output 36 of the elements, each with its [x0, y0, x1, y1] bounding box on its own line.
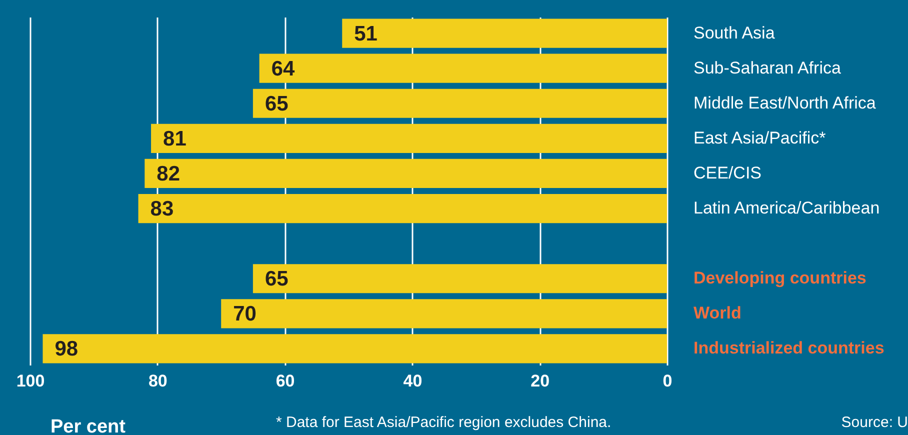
x-axis-title: Per cent: [50, 416, 126, 435]
y-tick-label: South Asia: [694, 23, 776, 42]
y-tick-label: Developing countries: [694, 268, 866, 288]
data-label: 51: [354, 22, 378, 46]
x-tick-label: 0: [662, 372, 672, 390]
bar: [138, 194, 667, 224]
y-tick-label: Middle East/North Africa: [694, 93, 876, 112]
data-label: 64: [271, 57, 295, 80]
bar: [259, 54, 667, 83]
bar: [221, 299, 667, 328]
text: * Data for East Asia/Pacific region excludes China.: [276, 414, 612, 431]
bar: [252, 264, 667, 294]
x-tick-label: 40: [403, 372, 422, 390]
bar: [342, 18, 667, 48]
bar: [144, 158, 667, 188]
x-tick-label: 20: [530, 372, 550, 390]
y-tick-label: Industrialized countries: [694, 338, 884, 358]
data-label: 65: [264, 92, 289, 116]
data-label: 65: [264, 268, 289, 291]
data-label: 70: [233, 302, 256, 326]
x-tick-label: 100: [16, 372, 45, 390]
y-tick-label: CEE/CIS: [694, 163, 762, 182]
y-tick-label: Latin America/Caribbean: [694, 198, 880, 218]
data-label: 83: [150, 198, 174, 221]
bar: [151, 124, 667, 153]
y-tick-label: Sub-Saharan Africa: [694, 58, 842, 78]
source-note: Source: U: [841, 414, 908, 431]
data-label: 98: [54, 338, 78, 361]
y-tick-label: East Asia/Pacific*: [694, 128, 826, 148]
x-tick-label: 60: [276, 372, 295, 390]
data-label: 81: [163, 127, 187, 150]
bar: [42, 334, 667, 364]
bar: [252, 88, 667, 118]
data-label: 82: [156, 162, 180, 186]
y-tick-label: World: [694, 304, 742, 323]
x-tick-label: 80: [148, 372, 168, 390]
